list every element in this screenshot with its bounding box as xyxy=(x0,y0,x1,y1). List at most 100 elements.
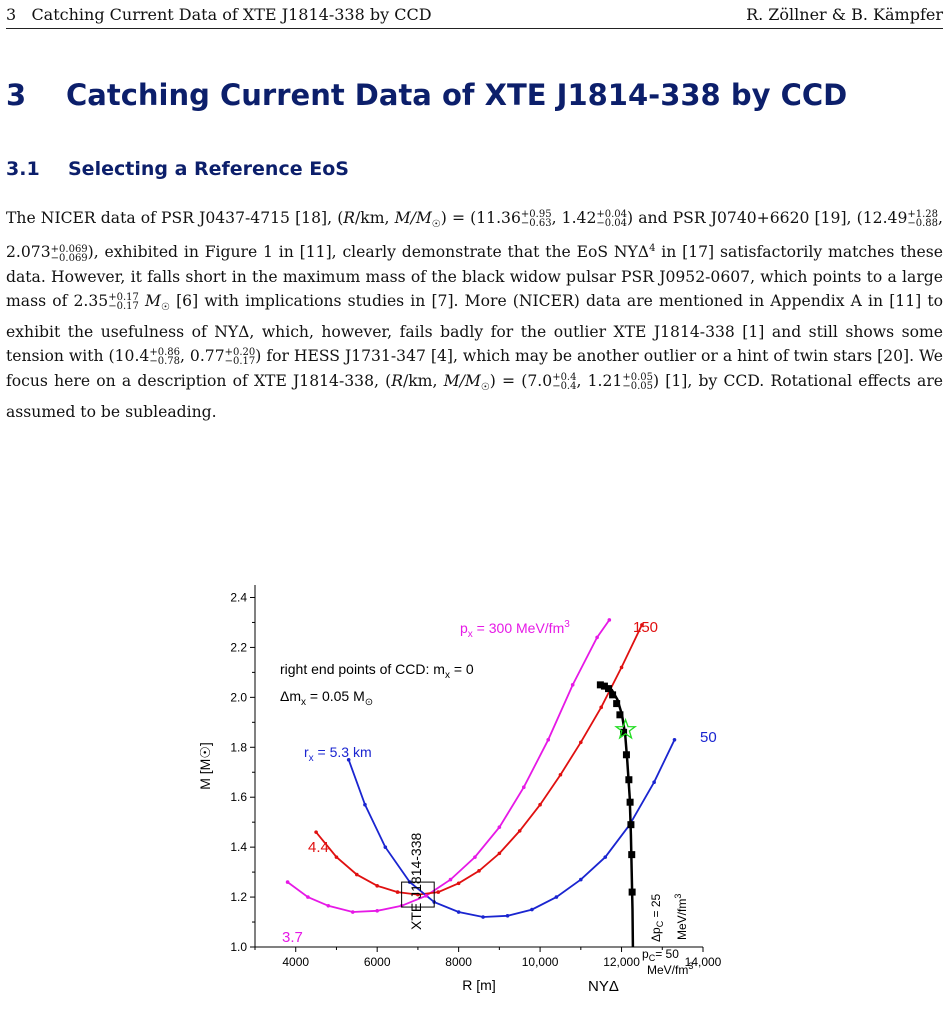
point-magenta xyxy=(595,635,599,640)
label-delta-pc-unit: MeV/fm3 xyxy=(673,894,689,940)
point-red xyxy=(477,869,481,873)
point-magenta xyxy=(306,895,310,899)
label-nydelta: NYΔ xyxy=(588,978,619,995)
y-tick-label: 1.8 xyxy=(230,740,247,754)
point-magenta xyxy=(285,880,290,884)
point-blue xyxy=(481,915,485,919)
point-blue xyxy=(672,737,677,742)
x-tick-label: 8000 xyxy=(445,955,472,969)
point-magenta xyxy=(424,894,428,898)
point-magenta xyxy=(326,904,331,908)
uncertainty: +1.28 −0.88 xyxy=(907,210,938,229)
unc-up: +0.17 xyxy=(108,291,139,303)
point-blue xyxy=(652,780,656,785)
unc-up: +0.04 xyxy=(596,209,628,220)
mass-radius-figure: 4000 6000 8000 10,000 12,000 14,000 1.0 1.2 1.4 1… xyxy=(197,570,740,1010)
para-math: M xyxy=(138,291,161,310)
uncertainty: +0.95 −0.63 xyxy=(520,209,552,229)
para-text: [6] with implications studies in [7]. Mo… xyxy=(6,291,943,366)
point-red xyxy=(375,884,379,888)
para-text: , 1.42 xyxy=(551,209,597,227)
point-blue xyxy=(554,895,559,899)
ccd-endpoint-marker xyxy=(613,700,621,708)
uncertainty: +0.4 −0.4 xyxy=(552,371,577,392)
subsection-title: 3.1 Selecting a Reference EoS xyxy=(6,158,349,180)
para-text: ) and PSR J0740+6620 [19], (12.49 xyxy=(627,209,908,227)
para-text: ) for HESS J1731-347 [4], which may be a… xyxy=(6,347,944,390)
y-tick-label: 2.2 xyxy=(230,640,247,654)
point-blue xyxy=(579,877,583,882)
para-text: /km, xyxy=(355,209,395,227)
unc-up: +0.069 xyxy=(50,243,88,255)
para-text: , 2.073 xyxy=(6,209,943,262)
ccd-endpoint-marker xyxy=(628,888,636,896)
running-header-right: R. Zöllner & B. Kämpfer xyxy=(746,5,943,24)
ccd-endpoint-marker xyxy=(605,685,613,693)
mass-radius-chart: 4000 6000 8000 10,000 12,000 14,000 1.0 1.2 1.4 1… xyxy=(197,585,722,995)
para-text: ) [1], by CCD. Rotational effects are as… xyxy=(6,371,944,421)
star-marker xyxy=(614,717,638,740)
para-text: /km, xyxy=(402,371,444,390)
unc-up: +0.95 xyxy=(520,209,552,220)
point-magenta xyxy=(497,825,502,829)
unc-down: −0.78 xyxy=(149,356,180,368)
point-blue xyxy=(456,910,461,914)
y-tick-label: 1.0 xyxy=(230,940,247,954)
label-px-300: px = 300 MeV/fm3 xyxy=(460,619,570,640)
para-text: The NICER data of PSR J0437-4715 [18], ( xyxy=(6,209,344,227)
para-math: R xyxy=(391,371,403,390)
point-magenta xyxy=(448,877,453,882)
unc-down: −0.04 xyxy=(596,218,628,229)
point-red xyxy=(640,623,644,627)
xte-data-box xyxy=(401,881,435,908)
point-blue xyxy=(383,845,388,849)
chart-annotations: px = 300 MeV/fm3 150 50 right end points… xyxy=(280,619,717,995)
sun-symbol: ☉ xyxy=(431,219,441,231)
chart-markers xyxy=(285,618,677,919)
point-red xyxy=(579,740,583,745)
para-text: , 1.21 xyxy=(576,371,623,390)
sun-symbol: ☉ xyxy=(161,302,170,314)
label-xte: XTE J1814-338 xyxy=(408,833,424,930)
point-magenta xyxy=(473,855,477,859)
point-red xyxy=(538,802,542,807)
point-red xyxy=(558,772,563,777)
point-magenta xyxy=(570,683,575,687)
point-red xyxy=(599,705,603,710)
y-tick-label: 2.0 xyxy=(230,690,247,704)
unc-up: +0.20 xyxy=(224,347,256,359)
ccd-endpoint-marker xyxy=(609,691,617,699)
point-red xyxy=(355,872,359,877)
section-title: 3 Catching Current Data of XTE J1814-338 … xyxy=(6,78,847,112)
unc-down: −0.069 xyxy=(50,252,88,264)
para-text: ) = (11.36 xyxy=(440,209,521,227)
label-50: 50 xyxy=(700,729,717,746)
unc-up: +0.4 xyxy=(552,371,577,383)
label-delta-pc: ΔpC = 25 xyxy=(649,893,665,942)
y-axis-label: M [M☉] xyxy=(200,742,213,790)
body-paragraph: The NICER data of PSR J0437-4715 [18], (… xyxy=(6,206,943,424)
uncertainty: +0.05 −0.05 xyxy=(622,371,654,391)
chart-axes: 4000 6000 8000 10,000 12,000 14,000 1.0 1.2 1.4 1… xyxy=(197,585,722,993)
para-math: M/M xyxy=(394,209,432,227)
point-red xyxy=(456,881,461,886)
point-red xyxy=(517,829,522,833)
point-magenta xyxy=(607,618,612,622)
x-tick-label: 14,000 xyxy=(685,955,722,969)
x-axis-label: R [m] xyxy=(462,977,495,993)
sun-symbol: ☉ xyxy=(480,381,490,393)
ccd-endpoint-marker xyxy=(625,776,633,784)
point-blue xyxy=(603,855,608,859)
x-tick-label: 4000 xyxy=(282,955,309,969)
point-red xyxy=(436,890,441,894)
label-right-end-points: right end points of CCD: mx = 0 xyxy=(280,661,474,681)
unc-down: −0.63 xyxy=(520,218,552,229)
para-text: in [17] satisfactorily matches these dat… xyxy=(6,243,943,310)
point-blue xyxy=(346,757,351,762)
unc-down: −0.17 xyxy=(224,356,256,368)
unc-up: +0.05 xyxy=(622,371,654,383)
point-blue xyxy=(363,802,367,807)
point-magenta xyxy=(375,909,379,913)
unc-down: −0.4 xyxy=(552,380,577,392)
uncertainty: +0.17 −0.17 xyxy=(108,291,139,311)
